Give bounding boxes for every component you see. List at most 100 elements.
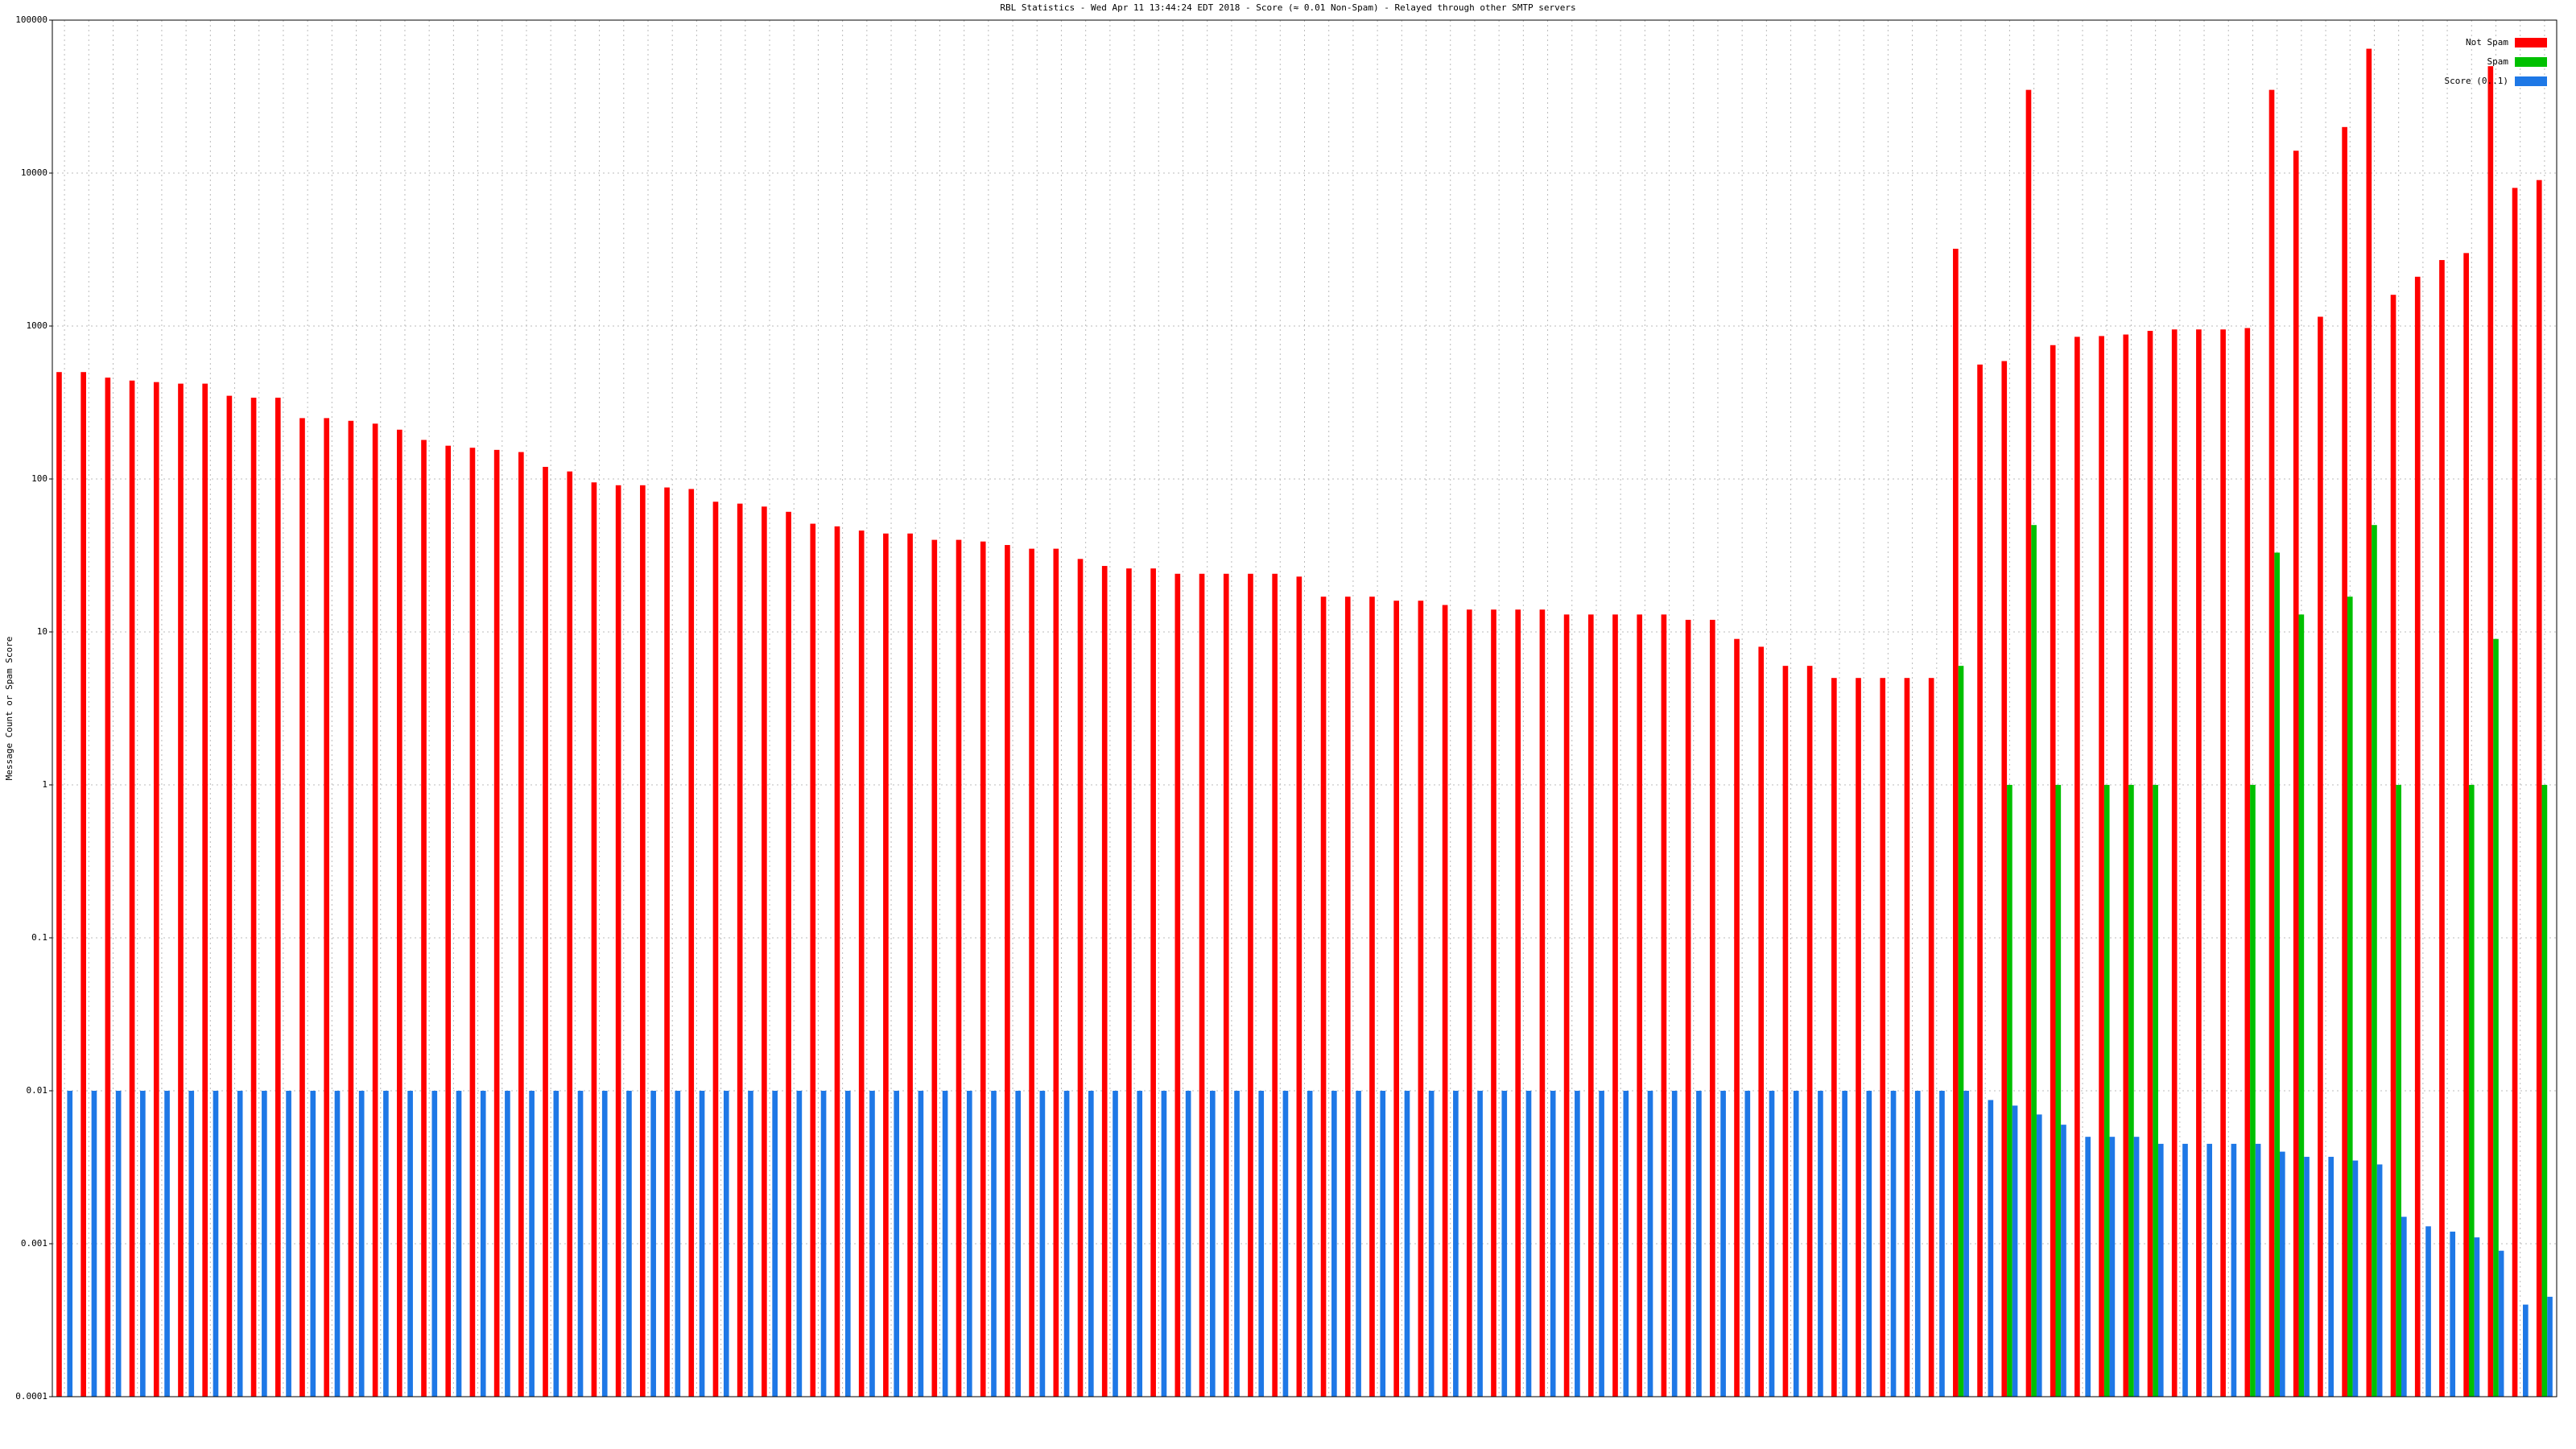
- bar: [1477, 1091, 1483, 1397]
- bar: [275, 398, 281, 1397]
- bar: [2074, 336, 2080, 1397]
- bar: [1661, 614, 1667, 1397]
- bar: [966, 1091, 972, 1397]
- bar: [1612, 614, 1618, 1397]
- bar: [2547, 1296, 2553, 1397]
- bar: [2463, 253, 2469, 1397]
- bar: [2512, 188, 2518, 1397]
- bar: [1063, 1091, 1070, 1397]
- bar: [2304, 1157, 2310, 1397]
- bar: [1856, 678, 1861, 1397]
- bar: [1988, 1100, 1994, 1397]
- bar: [129, 380, 135, 1397]
- bar: [1101, 566, 1108, 1397]
- bar: [1758, 646, 1765, 1397]
- bar: [2541, 785, 2548, 1397]
- bar: [2293, 151, 2299, 1397]
- y-tick-label: 10000: [21, 167, 47, 178]
- bar: [1709, 619, 1715, 1397]
- bar: [262, 1091, 267, 1397]
- bar: [324, 418, 330, 1397]
- bar: [688, 489, 695, 1397]
- bar: [1671, 1091, 1678, 1397]
- bar: [348, 420, 354, 1397]
- bar: [858, 530, 865, 1397]
- bar: [2050, 345, 2056, 1397]
- bar: [1769, 1091, 1775, 1397]
- bar: [2085, 1137, 2091, 1397]
- bar: [918, 1091, 924, 1397]
- bar: [445, 445, 452, 1397]
- bar: [737, 503, 743, 1397]
- bar: [748, 1091, 753, 1397]
- y-tick-label: 100000: [15, 14, 47, 25]
- bar: [1307, 1091, 1313, 1397]
- bar: [601, 1091, 608, 1397]
- bar: [2439, 260, 2445, 1397]
- bar: [334, 1091, 341, 1397]
- bar: [1977, 364, 1983, 1397]
- bar: [407, 1091, 413, 1397]
- bar: [1393, 601, 1399, 1397]
- bar: [518, 452, 524, 1397]
- bar: [1466, 609, 1472, 1397]
- bar: [1904, 678, 1910, 1397]
- bar: [286, 1091, 291, 1397]
- y-tick-label: 0.1: [31, 932, 47, 943]
- bar: [202, 383, 208, 1397]
- bar: [115, 1091, 122, 1397]
- bar: [1442, 605, 1448, 1397]
- bar: [2487, 66, 2494, 1397]
- bar: [2182, 1143, 2188, 1397]
- bar: [762, 506, 767, 1397]
- bar: [626, 1091, 632, 1397]
- bar: [1296, 576, 1302, 1397]
- bar: [2103, 785, 2110, 1397]
- bar: [2274, 552, 2280, 1397]
- bar: [310, 1091, 316, 1397]
- bar: [1575, 1091, 1580, 1397]
- bar: [2474, 1237, 2480, 1397]
- bar: [675, 1091, 681, 1397]
- bar: [1539, 609, 1546, 1397]
- bar: [2171, 329, 2178, 1397]
- bar: [1418, 601, 1424, 1397]
- bar: [1248, 573, 1253, 1397]
- bar: [1842, 1091, 1847, 1397]
- bar: [591, 482, 597, 1397]
- bar: [91, 1091, 97, 1397]
- bar: [372, 423, 378, 1397]
- bar: [188, 1091, 195, 1397]
- bar: [1914, 1091, 1921, 1397]
- bar: [1515, 609, 1521, 1397]
- bar: [931, 539, 938, 1397]
- bar: [796, 1091, 803, 1397]
- bar: [820, 1091, 827, 1397]
- bar: [1005, 545, 1010, 1397]
- bar: [1782, 666, 1789, 1397]
- bar: [1234, 1091, 1240, 1397]
- bar: [1453, 1091, 1459, 1397]
- legend-swatch: [2515, 38, 2547, 47]
- bar: [1866, 1091, 1872, 1397]
- bar: [810, 523, 816, 1397]
- bar: [2001, 361, 2008, 1397]
- bar: [2328, 1157, 2334, 1397]
- bar: [1053, 548, 1059, 1397]
- bar: [456, 1091, 462, 1397]
- bar: [1150, 568, 1156, 1397]
- bar: [1088, 1091, 1094, 1397]
- bar: [1015, 1091, 1022, 1397]
- legend-label: Not Spam: [2466, 37, 2508, 47]
- bar: [2036, 1114, 2042, 1397]
- bar: [2012, 1105, 2018, 1397]
- bar: [1199, 573, 1205, 1397]
- bar: [1958, 666, 1964, 1397]
- bar: [1161, 1091, 1167, 1397]
- bar: [1126, 568, 1132, 1397]
- bar: [1344, 597, 1351, 1397]
- bar: [1185, 1091, 1191, 1397]
- bar: [67, 1091, 73, 1397]
- bar: [577, 1091, 584, 1397]
